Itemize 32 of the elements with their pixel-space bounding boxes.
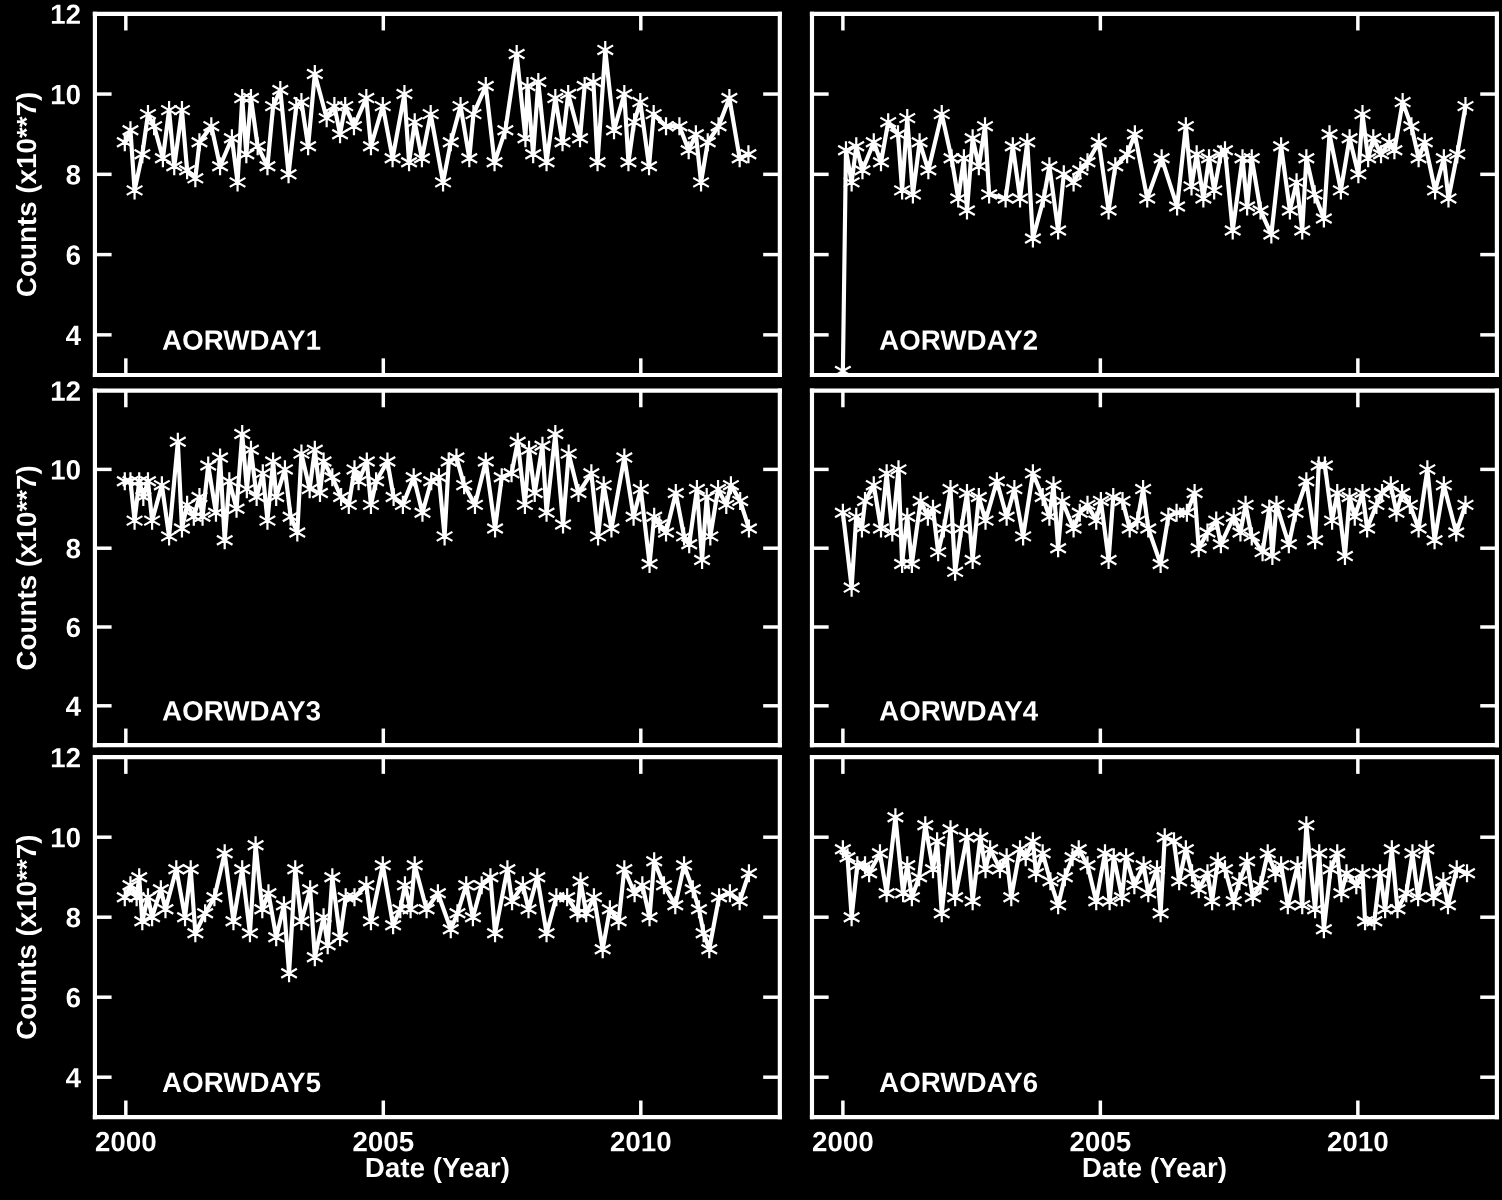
x-axis-title: Date (Year) [1083,1156,1226,1183]
y-tick-label: 4 [66,1068,81,1088]
y-axis-title: Counts (x10**7) [15,835,42,1039]
y-tick-label: 12 [51,747,80,768]
annotation: AORWDAY2 [879,330,1038,350]
annotation: AORWDAY4 [879,701,1038,721]
x-tick-label: 2010 [1327,1131,1388,1152]
y-tick-label: 10 [51,84,80,105]
y-axis-title: Counts (x10**7) [15,93,42,296]
x-axis-title: Date (Year) [366,1156,509,1183]
y-tick-label: 10 [51,460,80,480]
x-tick-label: 2000 [95,1131,156,1152]
x-tick-label: 2000 [812,1131,873,1152]
y-axis-title: Counts (x10**7) [15,466,42,670]
y-tick-label: 8 [66,165,81,185]
y-tick-label: 6 [66,245,81,265]
y-tick-label: 12 [51,4,80,24]
annotation: AORWDAY6 [879,1072,1038,1093]
y-tick-label: 4 [66,696,81,716]
y-tick-label: 10 [51,827,80,848]
y-tick-label: 6 [66,987,81,1008]
annotation: AORWDAY1 [162,330,321,350]
x-tick-label: 2005 [353,1131,414,1152]
annotation: AORWDAY3 [162,701,321,721]
y-tick-label: 4 [66,325,81,345]
annotation: AORWDAY5 [162,1072,321,1093]
y-tick-label: 8 [66,538,81,559]
x-tick-label: 2005 [1070,1131,1131,1152]
y-tick-label: 12 [51,381,80,401]
y-tick-label: 8 [66,907,81,928]
y-tick-label: 6 [66,617,81,638]
x-tick-label: 2010 [610,1131,671,1152]
